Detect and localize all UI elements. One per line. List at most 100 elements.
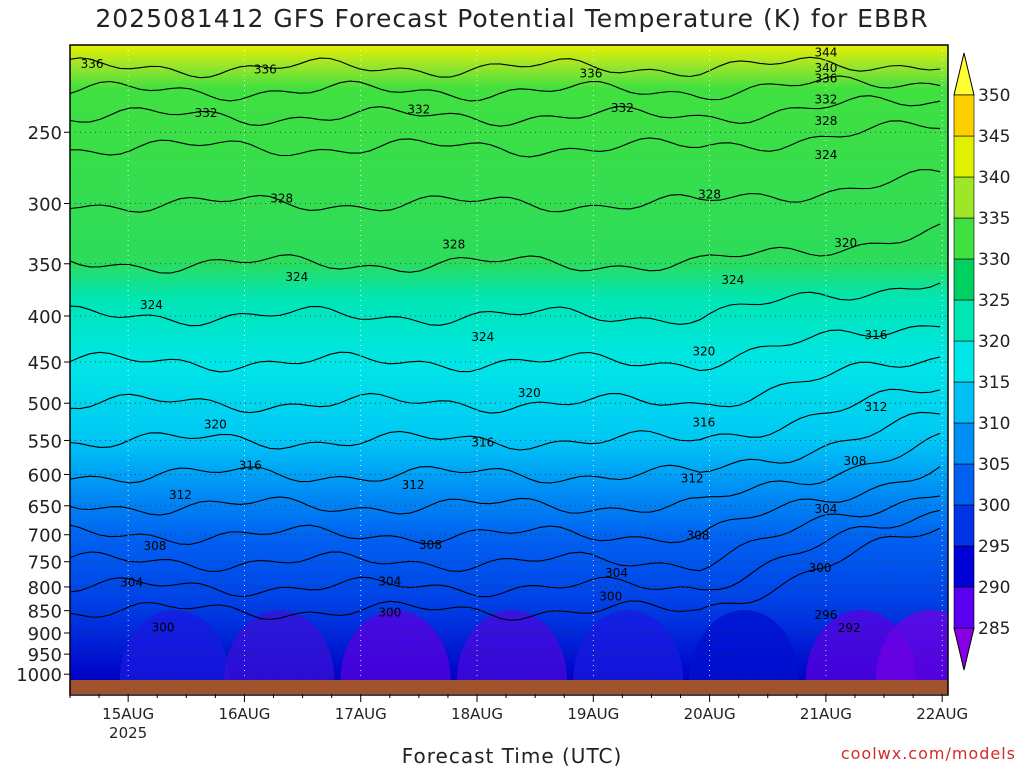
contour-label: 324 — [471, 330, 494, 344]
contour-label: 312 — [864, 400, 887, 414]
x-tick-label: 20AUG — [684, 705, 736, 723]
contour-line — [70, 223, 941, 274]
contour-label: 328 — [442, 237, 465, 251]
contour-label: 300 — [378, 605, 401, 619]
colorbar-max-arrow — [953, 52, 975, 96]
contour-line — [70, 169, 941, 213]
surface-lobe — [340, 610, 451, 680]
colorbar-tick-label: 335 — [978, 209, 1010, 229]
y-tick-label: 850 — [28, 602, 62, 623]
contour-line — [70, 509, 941, 598]
contour-label: 328 — [814, 114, 837, 128]
contour-label: 292 — [838, 621, 861, 635]
colorbar-tick-label: 290 — [978, 578, 1010, 598]
contour-label: 320 — [518, 386, 541, 400]
colorbar-segment — [953, 545, 975, 588]
contour-line — [70, 466, 941, 545]
x-tick-label: 17AUG — [335, 705, 387, 723]
contour-line — [70, 432, 941, 516]
y-tick-label: 650 — [28, 497, 62, 518]
colorbar-segment — [953, 217, 975, 260]
contour-label: 300 — [152, 621, 175, 635]
colorbar-segment — [953, 381, 975, 424]
contour-label: 328 — [698, 187, 721, 201]
contour-label: 324 — [721, 273, 744, 287]
contour-label: 312 — [402, 478, 425, 492]
surface-lobe — [224, 610, 335, 680]
colorbar-segment — [953, 299, 975, 342]
colorbar-segment — [953, 463, 975, 506]
contour-line — [70, 56, 941, 79]
plot-frame — [69, 44, 949, 696]
colorbar-segment — [953, 504, 975, 547]
y-tick-label: 900 — [28, 624, 62, 645]
colorbar-tick-label: 350 — [978, 86, 1010, 106]
contour-label: 328 — [270, 191, 293, 205]
x-axis: 15AUG 16AUG 17AUG 18AUG 19AUG 20AUG 21AUG 22AUG… — [69, 694, 968, 742]
y-tick-label: 600 — [28, 465, 62, 486]
contour-label: 336 — [254, 63, 277, 77]
grid-lines — [70, 45, 948, 680]
y-tick-label: 250 — [28, 123, 62, 144]
contour-label: 300 — [599, 590, 622, 604]
y-tick-label: 750 — [28, 553, 62, 574]
colorbar-segment — [953, 94, 975, 137]
y-tick-label: 300 — [28, 195, 62, 216]
colorbar-tick-label: 345 — [978, 127, 1010, 147]
contour-label: 324 — [140, 298, 163, 312]
y-tick-label: 950 — [28, 645, 62, 666]
contour-line — [70, 388, 941, 451]
contour-label: 336 — [580, 66, 603, 80]
chart-title: 2025081412 GFS Forecast Potential Temper… — [95, 4, 929, 33]
contour-line — [70, 411, 941, 484]
colorbar-segment — [953, 422, 975, 465]
contour-line — [70, 120, 941, 158]
contour-line — [70, 356, 941, 414]
source-credit: coolwx.com/models — [840, 744, 1016, 763]
contour-label: 324 — [285, 270, 308, 284]
x-tick-label: 16AUG — [218, 705, 270, 723]
colorbar-tick-label: 340 — [978, 168, 1010, 188]
contour-label: 304 — [605, 566, 628, 580]
colorbar: 350 345 340 335 330 325 320 315 310 305 300 295 290 2… — [953, 52, 1010, 671]
colorbar-tick-label: 300 — [978, 496, 1010, 516]
colorbar-min-arrow — [953, 627, 975, 671]
y-tick-label: 550 — [28, 431, 62, 452]
contour-label: 304 — [814, 502, 837, 516]
surface-lobe — [689, 610, 800, 680]
surface-lobe — [875, 610, 948, 680]
contour-label: 320 — [834, 236, 857, 250]
colorbar-segment — [953, 258, 975, 301]
colorbar-tick-label: 330 — [978, 250, 1010, 270]
contour-label: 304 — [120, 576, 143, 590]
contour-line — [70, 95, 941, 127]
contour-label: 332 — [195, 106, 218, 120]
colorbar-segment — [953, 176, 975, 219]
y-tick-label: 800 — [28, 578, 62, 599]
contour-label: 312 — [681, 471, 704, 485]
field-background — [70, 45, 948, 680]
contour-line — [70, 325, 941, 373]
y-tick-label: 450 — [28, 353, 62, 374]
contour-label: 300 — [809, 561, 832, 575]
x-year-label: 2025 — [109, 724, 147, 742]
contour-label: 316 — [239, 458, 262, 472]
y-axis: 2503003504004505005506006507007508008509… — [16, 123, 70, 686]
y-tick-label: 500 — [28, 394, 62, 415]
contour-label: 332 — [407, 103, 430, 117]
y-tick-label: 400 — [28, 307, 62, 328]
contour-line — [70, 75, 941, 102]
contour-label: 308 — [143, 539, 166, 553]
surface-lobe — [456, 610, 567, 680]
colorbar-segment — [953, 135, 975, 178]
contour-label: 324 — [814, 148, 837, 162]
colorbar-tick-label: 325 — [978, 291, 1010, 311]
contour-label: 308 — [419, 538, 442, 552]
x-tick-label: 15AUG — [102, 705, 154, 723]
contour-label: 332 — [611, 101, 634, 115]
contour-label: 316 — [692, 415, 715, 429]
colorbar-tick-label: 305 — [978, 455, 1010, 475]
contour-line — [70, 527, 941, 621]
